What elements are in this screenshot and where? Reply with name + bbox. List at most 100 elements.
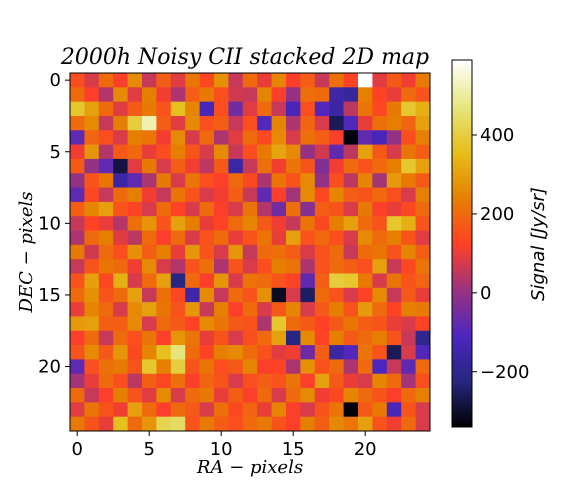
colorbar-band bbox=[452, 191, 472, 195]
heatmap-cell bbox=[343, 230, 359, 246]
heatmap-cell bbox=[415, 373, 431, 389]
heatmap-cell bbox=[70, 373, 85, 389]
colorbar-tick-label: 400 bbox=[480, 125, 514, 146]
heatmap-cell bbox=[329, 130, 344, 145]
heatmap-cell bbox=[415, 130, 431, 145]
heatmap-cell bbox=[98, 216, 114, 231]
heatmap-cell bbox=[214, 316, 229, 332]
heatmap-cell bbox=[300, 402, 316, 418]
heatmap-cell bbox=[343, 330, 359, 346]
heatmap-cell bbox=[329, 273, 344, 289]
heatmap-cell bbox=[185, 101, 200, 117]
heatmap-cell bbox=[199, 244, 215, 260]
y-axis-label: DEC − pixels bbox=[16, 192, 37, 314]
heatmap-cell bbox=[257, 187, 272, 203]
colorbar-band bbox=[452, 402, 472, 406]
heatmap-cell bbox=[170, 144, 186, 160]
heatmap-cell bbox=[185, 115, 200, 131]
heatmap-cell bbox=[84, 244, 100, 260]
heatmap-cell bbox=[70, 201, 85, 217]
heatmap-cell bbox=[242, 158, 258, 174]
heatmap-cell bbox=[257, 287, 272, 303]
heatmap-cell bbox=[300, 216, 316, 231]
colorbar-band bbox=[452, 118, 472, 122]
heatmap-cell bbox=[386, 230, 402, 246]
heatmap-cell bbox=[329, 230, 344, 246]
colorbar-band bbox=[452, 344, 472, 348]
heatmap-cell bbox=[127, 259, 143, 274]
colorbar-band bbox=[452, 420, 472, 425]
heatmap-cell bbox=[300, 158, 316, 174]
heatmap-cell bbox=[98, 402, 114, 418]
colorbar-band bbox=[452, 414, 472, 419]
heatmap-cell bbox=[185, 173, 200, 188]
heatmap-cell bbox=[242, 273, 258, 289]
heatmap-cell bbox=[113, 230, 128, 246]
heatmap-cell bbox=[300, 416, 316, 432]
heatmap-cell bbox=[113, 373, 128, 389]
heatmap-cell bbox=[170, 73, 186, 88]
heatmap-cell bbox=[70, 115, 85, 131]
heatmap-cell bbox=[142, 173, 157, 188]
heatmap-cell bbox=[372, 230, 388, 246]
heatmap-cell bbox=[113, 345, 128, 360]
heatmap-cell bbox=[70, 359, 85, 375]
heatmap-cell bbox=[314, 373, 330, 389]
heatmap-cell bbox=[329, 373, 344, 389]
heatmap-cell bbox=[228, 187, 244, 203]
colorbar-frame bbox=[451, 59, 473, 428]
heatmap-cell bbox=[300, 230, 316, 246]
heatmap-cell bbox=[343, 345, 359, 360]
colorbar-band bbox=[452, 258, 472, 263]
heatmap-cell bbox=[84, 187, 100, 203]
heatmap-cell bbox=[113, 287, 128, 303]
heatmap-cell bbox=[156, 187, 172, 203]
heatmap-cell bbox=[300, 173, 316, 188]
heatmap-cell bbox=[142, 101, 157, 117]
heatmap-cell bbox=[70, 187, 85, 203]
heatmap-cell bbox=[314, 416, 330, 432]
heatmap-cell bbox=[214, 287, 229, 303]
heatmap-cell bbox=[214, 101, 229, 117]
heatmap-cell bbox=[84, 115, 100, 131]
heatmap-cell bbox=[142, 388, 157, 403]
heatmap-cell bbox=[84, 144, 100, 160]
colorbar-band bbox=[452, 332, 472, 336]
heatmap-cell bbox=[228, 302, 244, 317]
heatmap-cell bbox=[242, 216, 258, 231]
heatmap-cell bbox=[300, 359, 316, 375]
heatmap-cell bbox=[84, 302, 100, 317]
heatmap-cell bbox=[84, 345, 100, 360]
heatmap-cell bbox=[199, 373, 215, 389]
heatmap-cell bbox=[257, 87, 272, 102]
heatmap-cell bbox=[358, 287, 373, 303]
heatmap-cell bbox=[142, 130, 157, 145]
heatmap-cell bbox=[358, 345, 373, 360]
heatmap-cell bbox=[372, 287, 388, 303]
heatmap-cell bbox=[185, 402, 200, 418]
heatmap-cell bbox=[98, 130, 114, 145]
colorbar-band bbox=[452, 301, 472, 306]
colorbar-band bbox=[452, 173, 472, 177]
heatmap-cell bbox=[401, 173, 416, 188]
heatmap-cell bbox=[314, 173, 330, 188]
heatmap-cell bbox=[228, 287, 244, 303]
colorbar-band bbox=[452, 63, 472, 67]
heatmap-cell bbox=[314, 244, 330, 260]
heatmap-cell bbox=[372, 73, 388, 88]
heatmap-cell bbox=[372, 373, 388, 389]
heatmap-cell bbox=[257, 130, 272, 145]
heatmap-cell bbox=[415, 345, 431, 360]
heatmap-cell bbox=[415, 388, 431, 403]
heatmap-cell bbox=[84, 230, 100, 246]
heatmap-cell bbox=[242, 144, 258, 160]
colorbar-band bbox=[452, 231, 472, 235]
heatmap-cell bbox=[170, 359, 186, 375]
heatmap-cell bbox=[156, 345, 172, 360]
heatmap-cell bbox=[386, 173, 402, 188]
colorbar-band bbox=[452, 96, 472, 101]
heatmap-cell bbox=[358, 359, 373, 375]
heatmap-cell bbox=[156, 73, 172, 88]
heatmap-cell bbox=[372, 416, 388, 432]
colorbar-band bbox=[452, 362, 472, 367]
